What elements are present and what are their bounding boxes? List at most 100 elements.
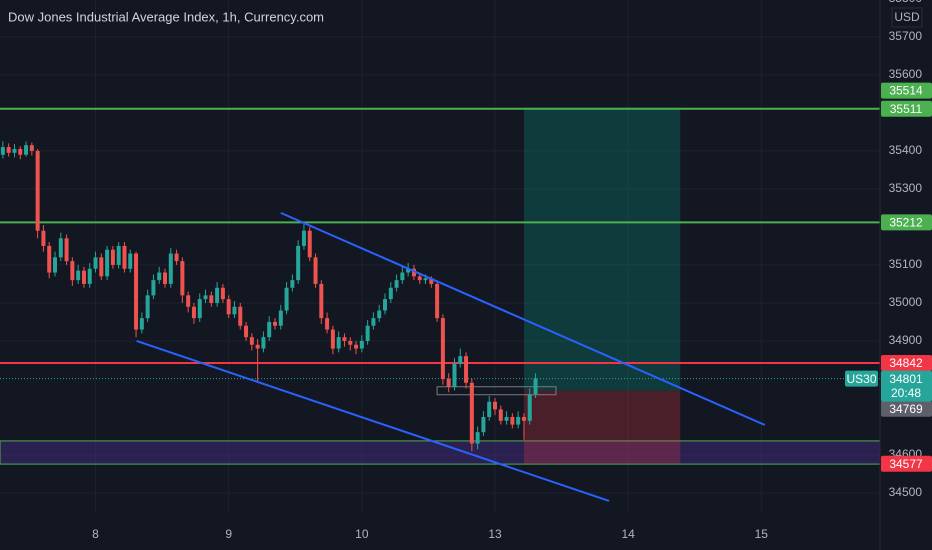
symbol: US30 xyxy=(846,372,876,386)
candle-body xyxy=(163,272,167,284)
candle-body xyxy=(128,253,133,269)
candle-body xyxy=(191,306,196,319)
candle-body xyxy=(354,344,359,349)
stop-zone xyxy=(523,390,681,464)
target-label: 35514 xyxy=(889,84,923,98)
candle-body xyxy=(365,325,370,341)
candle-body xyxy=(220,287,225,300)
target-label-bg xyxy=(881,82,932,99)
countdown: 20:48 xyxy=(891,386,921,400)
candle-body xyxy=(330,329,335,349)
y-tick-label: 35100 xyxy=(889,257,923,271)
candle-body xyxy=(197,299,202,319)
candle-body xyxy=(273,321,277,326)
y-tick-label: 35300 xyxy=(889,181,923,195)
candle-body xyxy=(498,409,503,421)
candle-body xyxy=(151,280,156,296)
candle-body xyxy=(510,416,515,425)
candle-body xyxy=(174,253,179,262)
candle-body xyxy=(336,337,341,349)
x-tick-label: 13 xyxy=(488,527,502,541)
candle-body xyxy=(29,145,34,151)
x-tick-label: 14 xyxy=(621,527,635,541)
candle-body xyxy=(301,230,306,246)
candle-body xyxy=(81,270,86,284)
candle-body xyxy=(440,318,445,379)
candle-body xyxy=(417,276,422,281)
candle-body xyxy=(521,416,526,421)
candle-body xyxy=(0,147,5,155)
candle-body xyxy=(87,268,92,284)
y-tick-label: 35700 xyxy=(889,29,923,43)
candle-body xyxy=(122,245,127,269)
trendline xyxy=(136,340,610,502)
candle-body xyxy=(244,325,249,338)
candle-body xyxy=(232,306,237,315)
currency-box xyxy=(891,7,923,28)
entry-box xyxy=(436,386,557,396)
level-label-bg xyxy=(881,100,932,117)
candle-body xyxy=(307,230,312,258)
candle-body xyxy=(134,253,139,330)
candle-body xyxy=(377,310,382,319)
candle-body xyxy=(371,318,376,326)
candle-body xyxy=(24,145,29,155)
candle-body xyxy=(458,356,463,364)
price-labels: 35511 35212 34842 35514 34769 34577 3480120:48… xyxy=(845,82,932,472)
level-label: 35511 xyxy=(890,102,923,116)
x-tick-label: 10 xyxy=(355,527,369,541)
candle-body xyxy=(267,321,272,338)
candle-body xyxy=(406,268,411,273)
candle-body xyxy=(157,272,162,281)
candle-body xyxy=(168,253,173,284)
x-tick-label: 15 xyxy=(755,527,769,541)
last-price-bg xyxy=(881,370,932,402)
candle-body xyxy=(41,230,46,246)
x-tick-label: 9 xyxy=(225,527,232,541)
candle-body xyxy=(139,318,144,330)
candle-body xyxy=(93,257,98,269)
candle-body xyxy=(35,150,40,231)
entry-label: 34769 xyxy=(889,402,923,416)
entry-label-bg xyxy=(881,400,932,417)
candle-body xyxy=(58,238,63,258)
candle-body xyxy=(284,287,289,311)
candle-body xyxy=(533,378,538,395)
y-tick-label: 34500 xyxy=(889,485,923,499)
candle-body xyxy=(504,416,509,421)
candle-body xyxy=(359,340,364,349)
level-label: 34842 xyxy=(889,356,923,370)
candle-body xyxy=(487,401,492,417)
candle-body xyxy=(394,280,399,288)
candle-body xyxy=(383,299,387,311)
candle-body xyxy=(423,278,428,281)
trendline xyxy=(280,211,766,426)
candle-body xyxy=(325,318,330,330)
y-tick-label: 35600 xyxy=(889,67,923,81)
y-tick-label: 34900 xyxy=(889,333,923,347)
currency: USD xyxy=(894,10,920,24)
candle-body xyxy=(105,249,110,277)
candle-body xyxy=(255,344,260,349)
stop-label: 34577 xyxy=(889,457,923,471)
candle-body xyxy=(527,394,532,421)
candle-body xyxy=(348,340,353,345)
candle-body xyxy=(516,416,521,425)
candle-body xyxy=(469,382,474,444)
candle-body xyxy=(452,363,457,387)
candle-body xyxy=(110,249,115,265)
level-label-bg xyxy=(881,354,932,371)
y-tick-label: 35000 xyxy=(889,295,923,309)
candle-body xyxy=(296,245,301,281)
candle-body xyxy=(18,149,23,155)
candle-body xyxy=(435,283,440,319)
candle-body xyxy=(6,147,11,153)
symbol-bg xyxy=(845,370,878,387)
level-label-bg xyxy=(881,214,932,231)
candle-body xyxy=(475,432,480,444)
level-label: 35212 xyxy=(889,216,923,230)
candle-body xyxy=(464,356,469,383)
